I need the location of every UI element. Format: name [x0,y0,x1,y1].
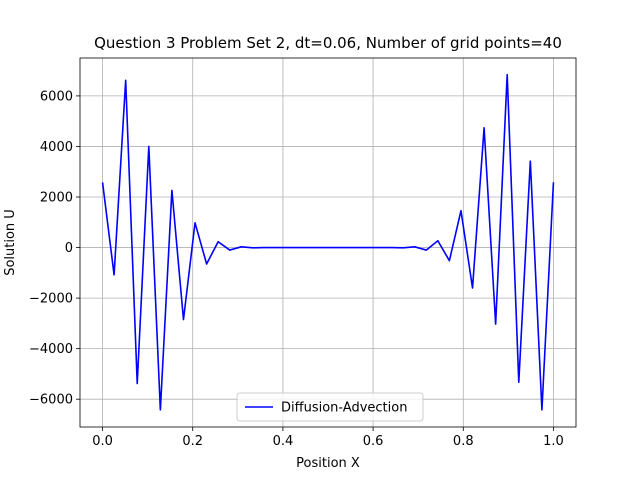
x-tick-label: 1.0 [543,434,564,449]
chart-title: Question 3 Problem Set 2, dt=0.06, Numbe… [94,34,562,52]
x-axis-label: Position X [296,456,360,471]
x-tick-label: 0.2 [182,434,203,449]
y-tick-label: 0 [65,241,73,256]
tick-layer: 0.0 0.2 0.4 0.6 0.8 1.0 −6000 −4000 −2000 0 2000 40… [29,89,564,449]
x-tick-label: 0.8 [453,434,474,449]
y-tick-label: −6000 [29,393,73,408]
legend: Diffusion-Advection [236,392,424,422]
y-tick-label: 4000 [40,140,73,155]
x-tick-label: 0.4 [273,434,294,449]
y-tick-label: 2000 [40,191,73,206]
legend-label: Diffusion-Advection [281,401,407,416]
y-tick-label: −2000 [29,292,73,307]
series-layer [101,73,555,411]
plot-frame [79,57,577,428]
legend-box [236,392,424,422]
series-line [101,73,555,411]
y-tick-label: 6000 [40,89,73,104]
x-tick-label: 0.6 [363,434,384,449]
x-tick-label: 0.0 [92,434,113,449]
y-tick-label: −4000 [29,342,73,357]
y-axis-label: Solution U [3,209,18,276]
